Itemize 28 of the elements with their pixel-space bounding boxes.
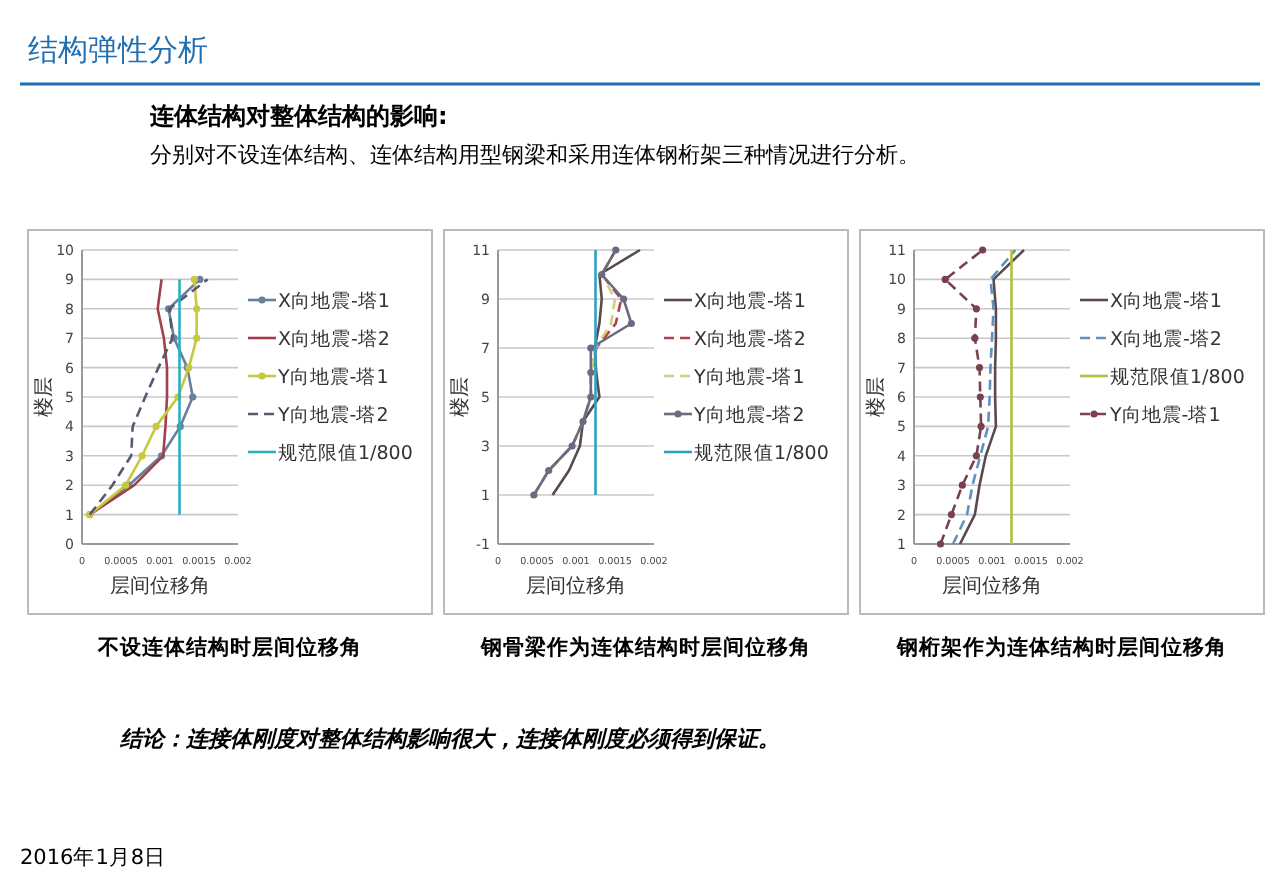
x-axis-title: 层间位移角 (110, 574, 210, 598)
text: 钢骨梁作为连体结构时层间位移角 (479, 634, 811, 660)
legend-label: X向地震-塔2 (1110, 327, 1222, 351)
legend-label: Y向地震-塔2 (692, 403, 805, 427)
legend-label: Y向地震-塔1 (692, 365, 805, 389)
legend-label: Y向地震-塔1 (1108, 403, 1221, 427)
text: 结构弹性分析 (28, 32, 208, 68)
text: 连体结构对整体结构的影响: (148, 102, 448, 130)
legend-label: X向地震-塔1 (278, 289, 390, 313)
legend-label: X向地震-塔1 (694, 289, 806, 313)
x-axis-title: 层间位移角 (942, 574, 1042, 598)
x-axis-title: 层间位移角 (526, 574, 626, 598)
legend-label: 规范限值1/800 (278, 441, 413, 465)
text: 结论：连接体刚度对整体结构影响很大，连接体刚度必须得到保证。 (118, 726, 780, 752)
legend-label: 规范限值1/800 (1110, 365, 1245, 389)
y-axis-title: 楼层 (864, 377, 888, 417)
legend-label: X向地震-塔2 (694, 327, 806, 351)
legend-label: Y向地震-塔1 (276, 365, 389, 389)
legend-label: Y向地震-塔2 (276, 403, 389, 427)
y-axis-title: 楼层 (32, 377, 56, 417)
legend-label: X向地震-塔2 (278, 327, 390, 351)
text: 不设连体结构时层间位移角 (96, 634, 362, 660)
text: 分别对不设连体结构、连体结构用型钢梁和采用连体钢桁架三种情况进行分析。 (150, 142, 920, 168)
y-axis-title: 楼层 (448, 377, 472, 417)
legend-label: 规范限值1/800 (694, 441, 829, 465)
legend-label: X向地震-塔1 (1110, 289, 1222, 313)
text: 2016年1月8日 (20, 846, 167, 870)
text: 钢桁架作为连体结构时层间位移角 (895, 634, 1227, 660)
